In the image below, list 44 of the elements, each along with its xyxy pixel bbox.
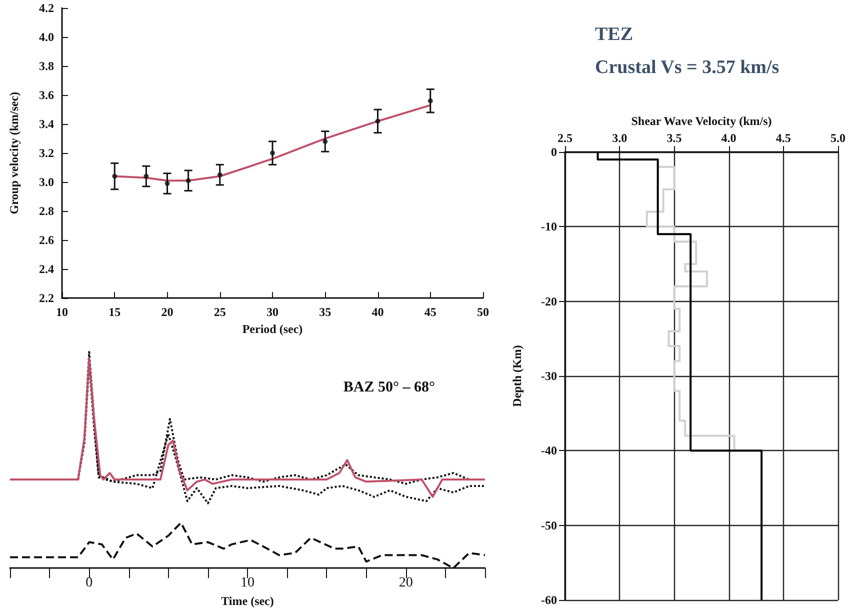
x-tick-label: 20 [161, 305, 174, 320]
x-tick-label: 20 [398, 576, 413, 591]
x-tick-label: 3.0 [612, 131, 628, 145]
y-tick-label: 2.2 [39, 291, 54, 306]
x-tick-label: 10 [56, 305, 68, 320]
chart-subtitle: Crustal Vs = 3.57 km/s [595, 57, 780, 78]
y-tick-label: -60 [541, 593, 557, 607]
y-axis-title: Depth (Km) [510, 345, 524, 407]
y-tick-label: 4.2 [39, 1, 54, 15]
y-tick-label: 4.0 [39, 30, 54, 44]
y-tick-label: 3.2 [39, 146, 54, 160]
x-tick-label: 35 [319, 305, 332, 320]
x-tick-label: 2.5 [558, 131, 572, 145]
x-axis-title: Time (sec) [221, 594, 274, 608]
y-tick-label: 3.4 [39, 117, 54, 132]
x-tick-label: 15 [108, 305, 121, 320]
y-tick-label: -40 [541, 444, 557, 458]
x-tick-label: 5.0 [830, 131, 846, 145]
y-tick-label: -30 [541, 369, 557, 383]
x-axis-title: Shear Wave Velocity (km/s) [631, 114, 772, 128]
y-axis-title: Group velocity (km/sec) [7, 92, 21, 214]
x-tick-label: 45 [424, 305, 436, 320]
y-tick-label: -50 [541, 518, 557, 532]
y-tick-label: 3.8 [39, 59, 54, 74]
y-tick-label: 0 [551, 145, 557, 159]
x-tick-label: 50 [477, 305, 489, 320]
y-tick-label: 3.6 [39, 88, 54, 102]
y-tick-label: 2.8 [39, 204, 54, 218]
x-tick-label: 3.5 [666, 131, 682, 145]
x-tick-label: 0 [86, 576, 93, 591]
y-tick-label: 2.6 [39, 233, 54, 248]
x-tick-label: 4.5 [776, 131, 791, 145]
y-tick-label: 2.4 [39, 262, 54, 276]
chart-title: TEZ [595, 24, 634, 45]
y-tick-label: 3.0 [39, 175, 54, 190]
x-tick-label: 30 [266, 305, 278, 320]
y-tick-label: -20 [541, 294, 557, 308]
annotation: BAZ 50° – 68° [343, 380, 436, 396]
x-tick-label: 25 [214, 305, 226, 320]
x-tick-label: 40 [372, 305, 384, 320]
x-axis-title: Period (sec) [242, 322, 303, 336]
x-tick-label: 10 [240, 576, 254, 591]
y-tick-label: -10 [541, 220, 557, 234]
x-tick-label: 4.0 [721, 131, 736, 145]
